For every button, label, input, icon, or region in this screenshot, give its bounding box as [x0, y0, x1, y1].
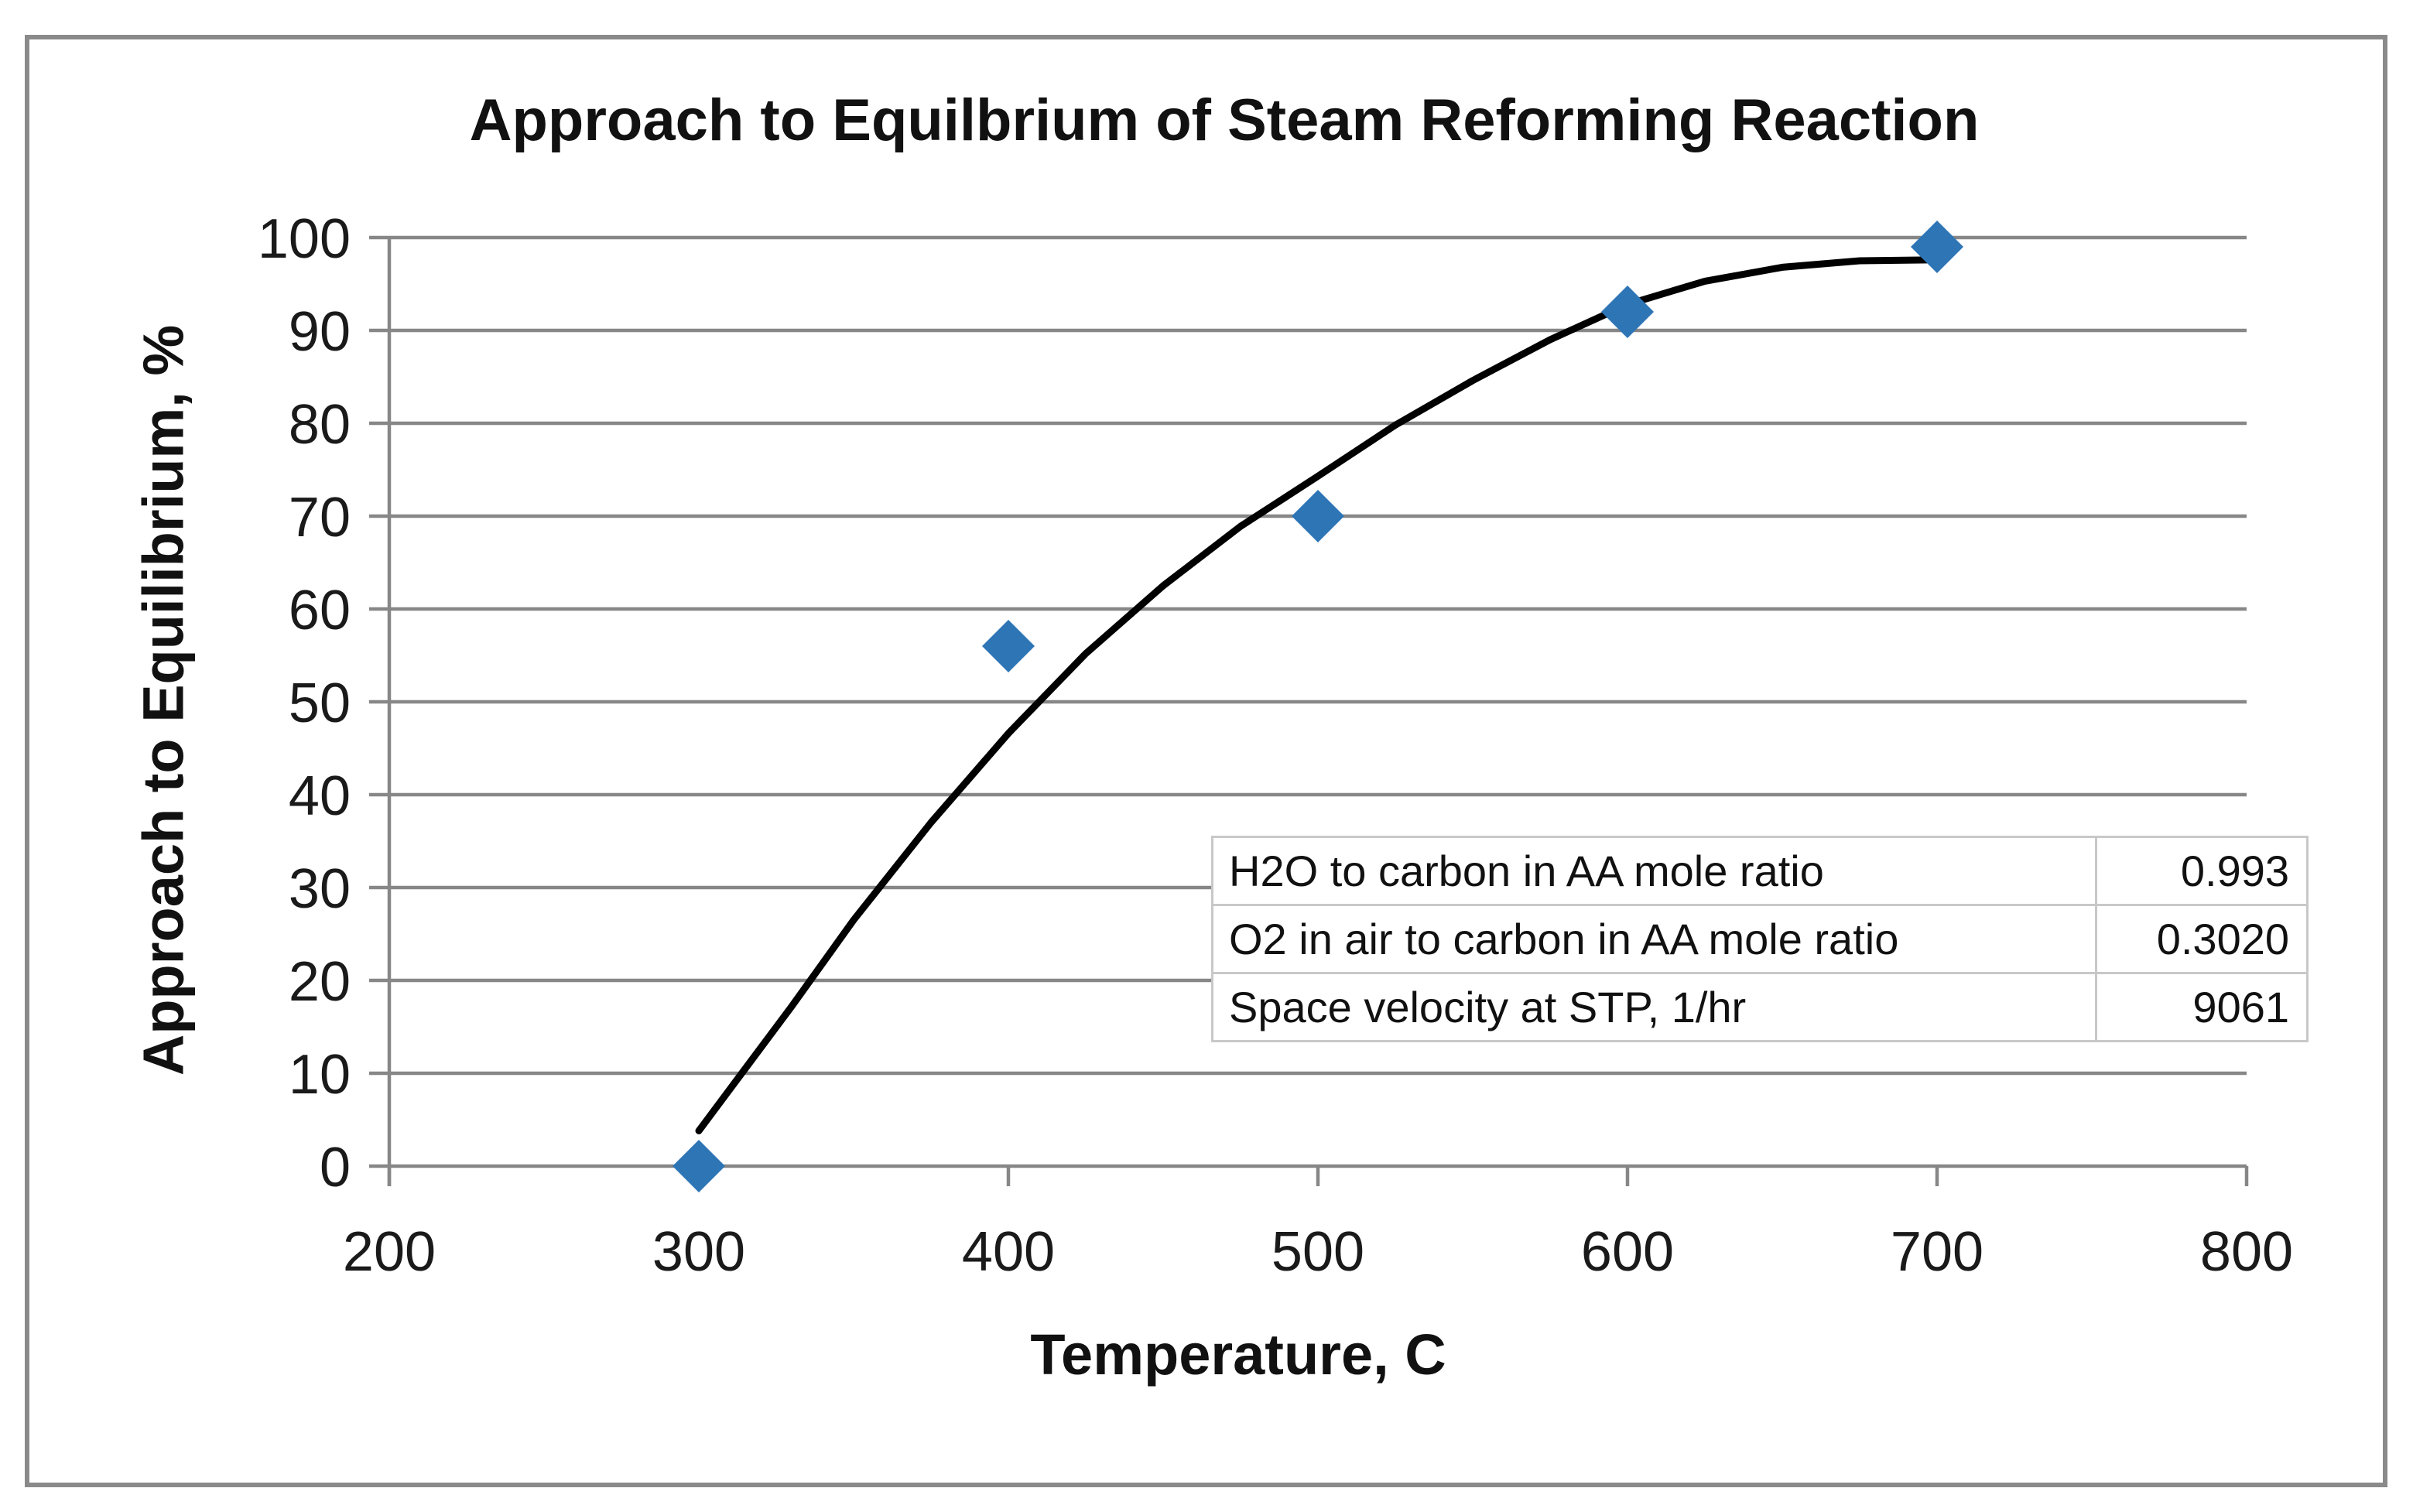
chart-title: Approach to Equilbrium of Steam Reformin… [469, 87, 1980, 153]
annotation-label: Space velocity at STP, 1/hr [1211, 972, 2097, 1042]
y-tick-label: 10 [289, 1044, 351, 1106]
y-axis-title: Approach to Equilibrium, % [131, 324, 196, 1076]
data-point-diamond [982, 620, 1035, 672]
y-tick-label: 60 [289, 580, 351, 641]
x-tick-label: 800 [2200, 1221, 2293, 1283]
x-tick-label: 600 [1581, 1221, 1674, 1283]
annotation-label: H2O to carbon in AA mole ratio [1211, 836, 2097, 906]
x-tick-label: 500 [1272, 1221, 1364, 1283]
trend-line [695, 256, 1941, 1134]
y-tick-label: 80 [289, 394, 351, 456]
annotation-value: 0.3020 [2095, 904, 2309, 974]
annotation-row: Space velocity at STP, 1/hr 9061 [1211, 972, 2309, 1042]
data-point-diamond [1292, 490, 1344, 542]
y-tick-label: 30 [289, 858, 351, 920]
chart-border-frame [25, 35, 2387, 1487]
y-tick-label: 40 [289, 765, 351, 827]
data-point-diamond [1911, 221, 1963, 273]
x-tick-label: 200 [343, 1221, 436, 1283]
annotation-label: O2 in air to carbon in AA mole ratio [1211, 904, 2097, 974]
data-point-diamond [1601, 286, 1654, 338]
y-tick-label: 100 [258, 208, 351, 270]
x-tick-label: 700 [1891, 1221, 1983, 1283]
y-tick-label: 70 [289, 487, 351, 549]
data-point-diamond [673, 1140, 725, 1192]
x-tick-label: 300 [652, 1221, 745, 1283]
x-axis-title: Temperature, C [1030, 1322, 1446, 1387]
y-tick-label: 50 [289, 672, 351, 734]
annotation-value: 9061 [2095, 972, 2309, 1042]
annotation-table: H2O to carbon in AA mole ratio 0.993 O2 … [1211, 836, 2309, 1042]
annotation-row: H2O to carbon in AA mole ratio 0.993 [1211, 836, 2309, 906]
y-tick-label: 20 [289, 951, 351, 1013]
x-tick-label: 400 [962, 1221, 1055, 1283]
y-tick-label: 0 [320, 1137, 351, 1199]
annotation-row: O2 in air to carbon in AA mole ratio 0.3… [1211, 904, 2309, 974]
annotation-value: 0.993 [2095, 836, 2309, 906]
y-tick-label: 90 [289, 301, 351, 363]
